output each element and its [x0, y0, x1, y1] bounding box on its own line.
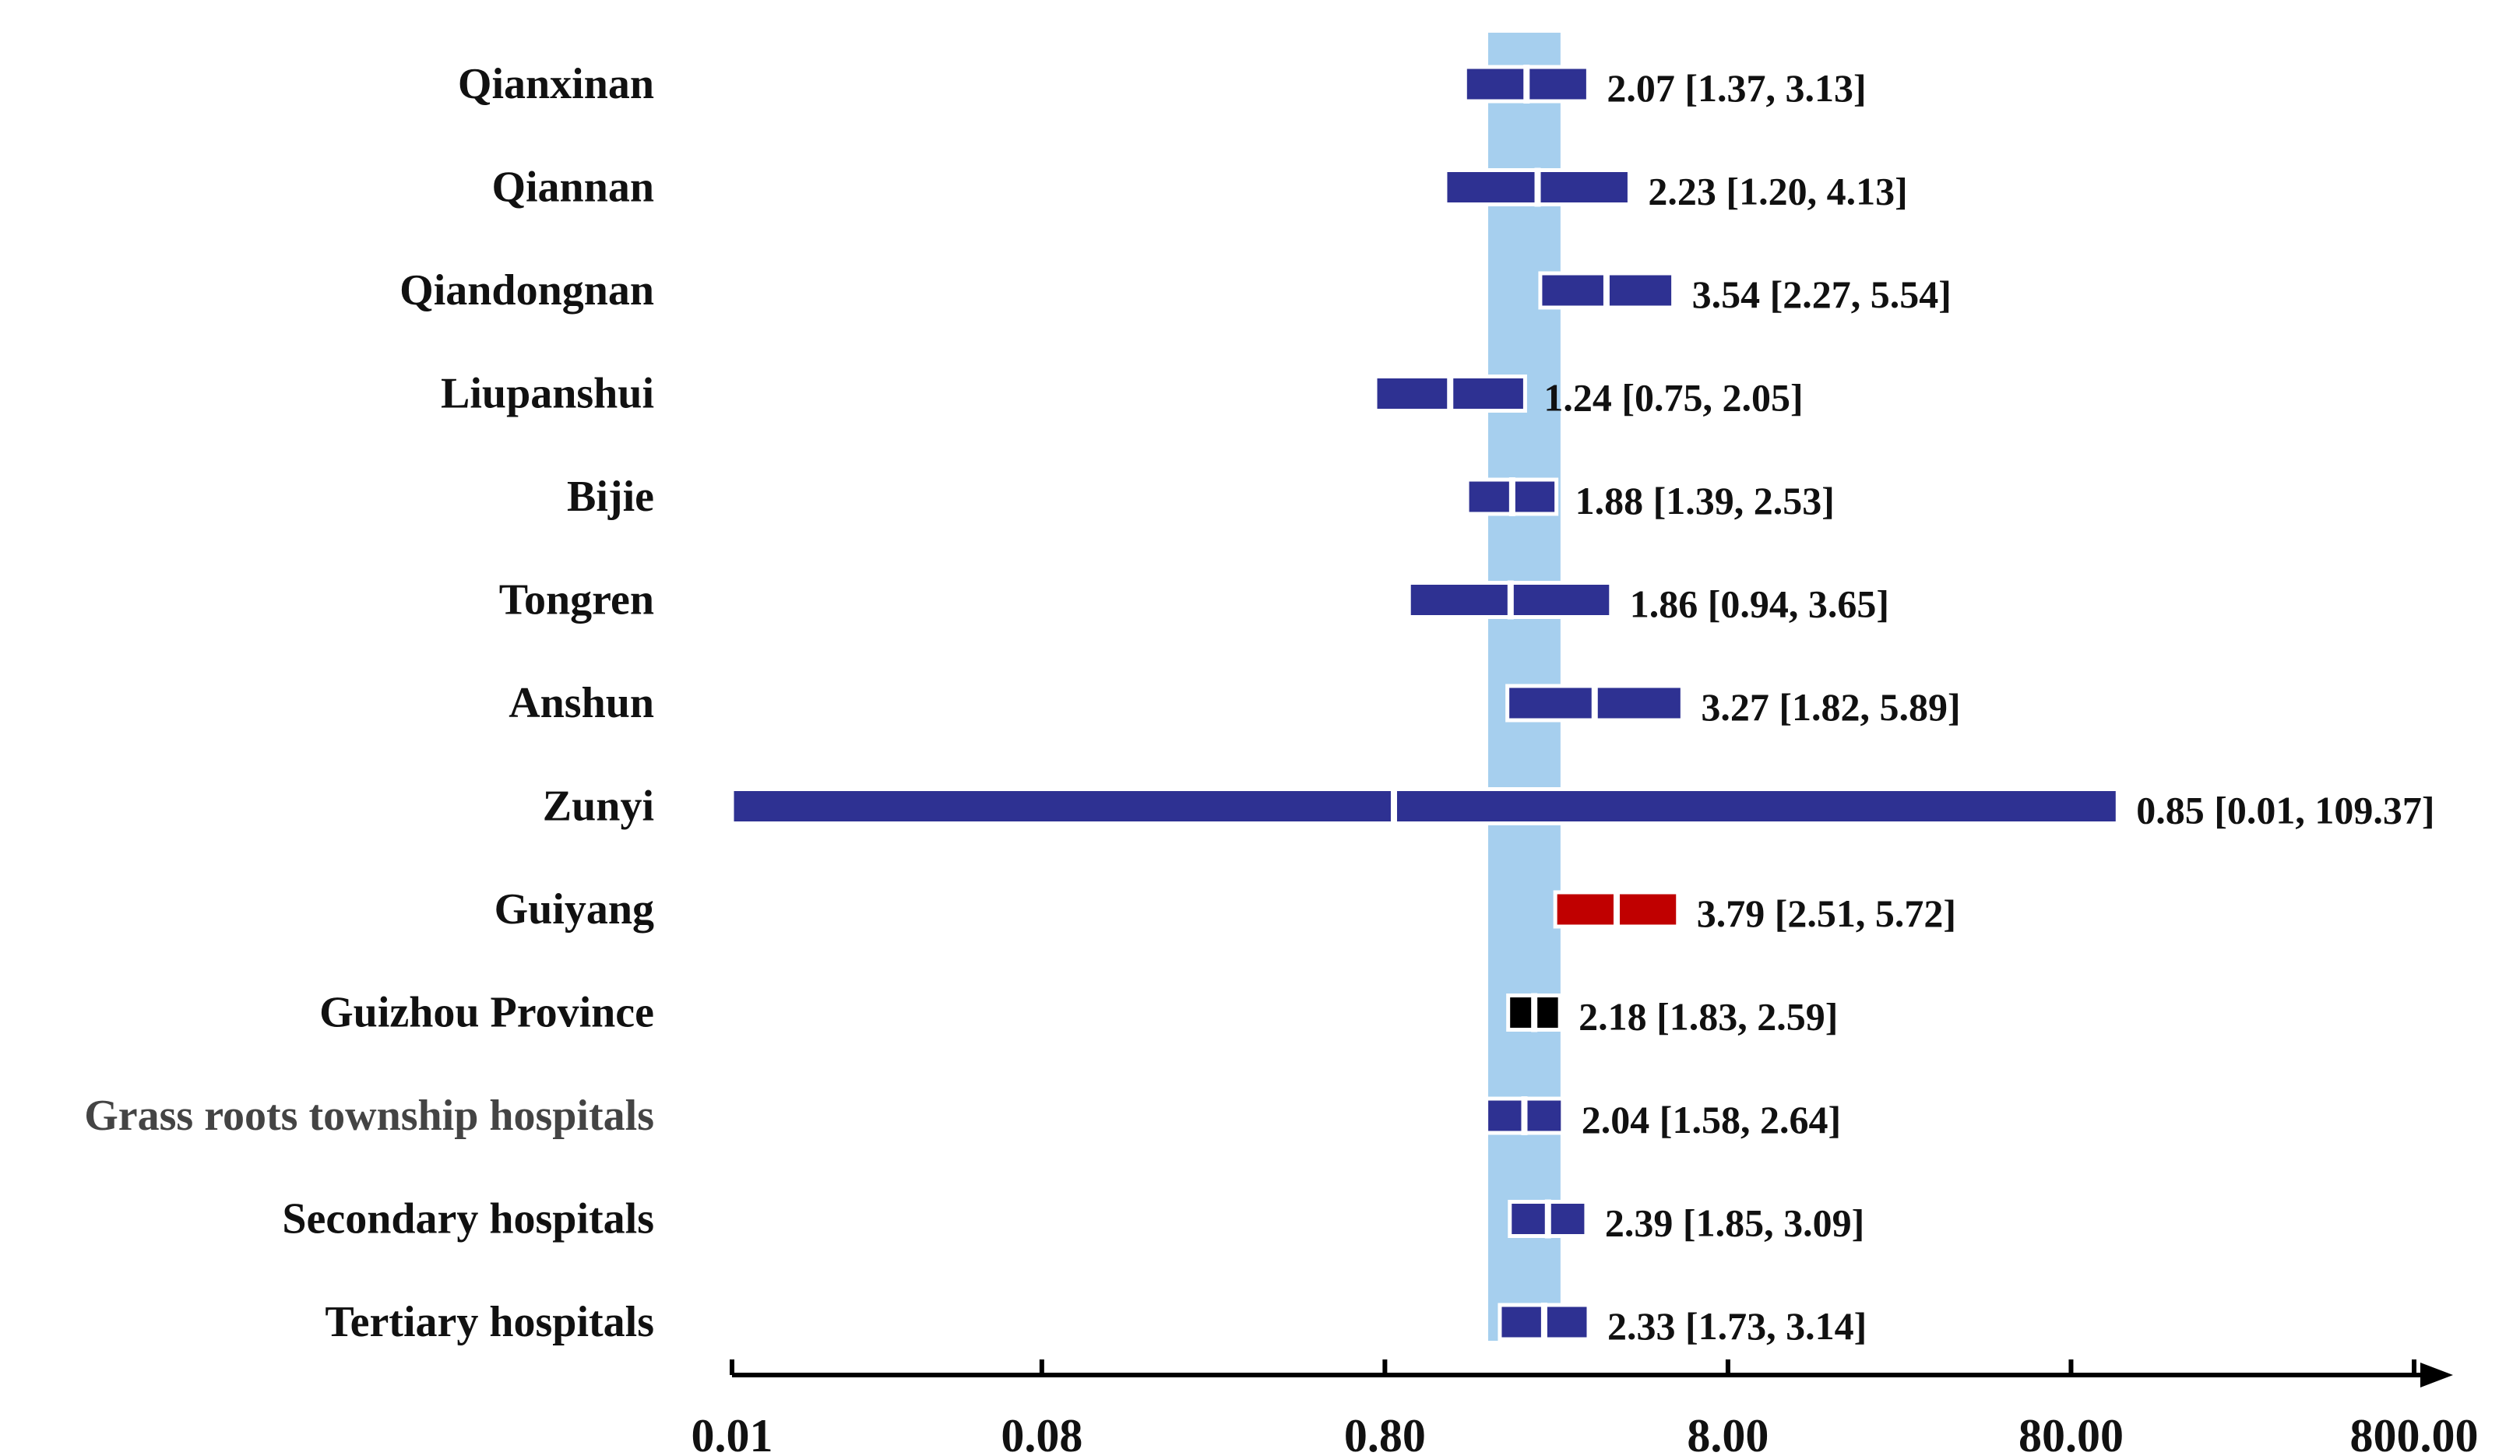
x-axis: 0.01 0.08 0.80 8.00 80.00 800.00	[692, 1359, 2479, 1456]
point-estimate-marker	[1531, 993, 1538, 1032]
interval-bar	[1498, 1303, 1591, 1342]
value-label: 1.24 [0.75, 2.05]	[1543, 376, 1803, 420]
row-label: Anshun	[509, 679, 654, 727]
value-label: 2.39 [1.85, 3.09]	[1605, 1201, 1864, 1245]
value-label: 3.54 [2.27, 5.54]	[1692, 273, 1952, 316]
row-label: Tertiary hospitals	[325, 1298, 654, 1346]
point-estimate-marker	[1507, 580, 1514, 620]
x-tick-label: 0.08	[1001, 1410, 1082, 1456]
x-tick-label: 0.80	[1344, 1410, 1426, 1456]
point-estimate-marker	[1591, 684, 1598, 723]
value-label: 2.07 [1.37, 3.13]	[1607, 66, 1866, 110]
row-label: Tongren	[499, 576, 654, 624]
point-estimate-marker	[1390, 786, 1397, 826]
interval-bar	[1406, 580, 1614, 620]
interval-bar	[1508, 1199, 1589, 1239]
x-tick-label: 8.00	[1687, 1410, 1769, 1456]
row-label: Bijie	[567, 473, 654, 521]
interval-bar	[1506, 993, 1562, 1032]
row-label: Guiyang	[494, 885, 654, 934]
interval-bars-layer	[730, 65, 2120, 1342]
row-label: Qiandongnan	[399, 266, 654, 315]
interval-bar	[1553, 890, 1681, 929]
interval-bar	[1373, 374, 1527, 413]
row-label: Guizhou Province	[319, 989, 654, 1037]
interval-bar	[1505, 684, 1684, 723]
row-labels-layer: Qianxinan Qiannan Qiandongnan Liupanshui Bij…	[84, 60, 654, 1346]
value-label: 3.79 [2.51, 5.72]	[1697, 892, 1956, 935]
row-label: Grass roots township hospitals	[84, 1092, 654, 1140]
row-label: Liupanshui	[441, 370, 654, 418]
point-estimate-marker	[1508, 477, 1515, 516]
x-tick-label: 80.00	[2018, 1410, 2124, 1456]
point-estimate-marker	[1523, 65, 1530, 104]
point-estimate-marker	[1603, 271, 1610, 310]
x-tick-label: 0.01	[692, 1410, 773, 1456]
point-estimate-marker	[1544, 1199, 1551, 1239]
row-label: Zunyi	[543, 783, 654, 831]
interval-bar	[730, 786, 2120, 826]
point-estimate-marker	[1613, 890, 1620, 929]
value-label: 1.88 [1.39, 2.53]	[1575, 479, 1835, 522]
value-label: 1.86 [0.94, 3.65]	[1630, 582, 1889, 626]
interval-bar	[1484, 1096, 1565, 1135]
ci-bar	[730, 787, 2120, 825]
point-estimate-marker	[1534, 167, 1541, 207]
point-estimate-marker	[1447, 374, 1454, 413]
interval-bar	[1465, 477, 1559, 516]
value-label: 2.33 [1.73, 3.14]	[1607, 1304, 1867, 1348]
value-label: 0.85 [0.01, 109.37]	[2136, 789, 2434, 832]
axis-arrow-icon	[2420, 1363, 2453, 1387]
value-label: 2.18 [1.83, 2.59]	[1579, 995, 1838, 1039]
point-estimate-marker	[1521, 1096, 1528, 1135]
interval-bar	[1443, 167, 1631, 207]
interval-bar	[1538, 271, 1676, 310]
interval-bar	[1462, 65, 1590, 104]
value-labels-layer: 2.07 [1.37, 3.13] 2.23 [1.20, 4.13] 3.54 […	[1543, 66, 2434, 1348]
value-label: 2.04 [1.58, 2.64]	[1582, 1098, 1841, 1141]
point-estimate-marker	[1540, 1303, 1547, 1342]
x-tick-label: 800.00	[2350, 1410, 2479, 1456]
value-label: 2.23 [1.20, 4.13]	[1648, 170, 1907, 213]
value-label: 3.27 [1.82, 5.89]	[1701, 685, 1960, 729]
row-label: Qiannan	[491, 164, 654, 212]
row-label: Qianxinan	[458, 60, 654, 108]
row-label: Secondary hospitals	[282, 1195, 654, 1243]
